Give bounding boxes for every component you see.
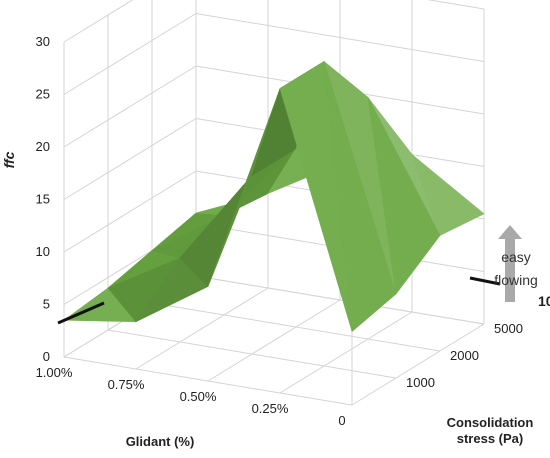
annotation-line2: flowing [494, 272, 538, 288]
glidant-tick-label: 0 [338, 413, 345, 428]
ffc-surface [63, 60, 485, 333]
glidant-tick-label: 0.25% [252, 401, 289, 416]
z-gridline-left [63, 118, 197, 200]
y-axis-title-line2: stress (Pa) [457, 431, 523, 446]
up-arrow-icon [498, 225, 522, 302]
stress-tick-label: 10,000 [538, 293, 550, 309]
reference-line-right [469, 276, 501, 286]
floor-gridline [135, 287, 269, 370]
glidant-tick-label: 0.75% [108, 377, 145, 392]
glidant-tick-labels: 0 0.25% 0.50% 0.75% 1.00% [36, 365, 346, 428]
stress-tick-label: 5000 [494, 321, 523, 336]
z-gridline-left [63, 0, 134, 43]
x-axis-title: Glidant (%) [126, 434, 195, 449]
z-gridline-left [63, 170, 197, 253]
reference-line [57, 276, 501, 325]
easy-flowing-annotation: easy flowing [494, 225, 538, 302]
z-gridline-right [426, 0, 485, 10]
z-axis-label: ffc [1, 151, 17, 168]
z-tick-label: 20 [36, 139, 50, 154]
stress-tick-label: 1000 [406, 375, 435, 390]
stress-tick-label: 2000 [450, 348, 479, 363]
z-gridline-left [63, 65, 197, 148]
back-walls-grid [63, 0, 485, 406]
stress-tick-labels: 1000 2000 5000 10,000 [406, 293, 550, 390]
annotation-line1: easy [501, 249, 531, 265]
glidant-tick-label: 1.00% [36, 365, 73, 380]
z-tick-labels: 0 5 10 15 20 25 30 [36, 34, 50, 364]
z-tick-label: 0 [43, 349, 50, 364]
surface-facet [323, 61, 397, 333]
floor-gridline [279, 311, 413, 394]
z-tick-label: 5 [43, 297, 50, 312]
surface-facet [367, 97, 441, 295]
glidant-tick-label: 0.50% [180, 389, 217, 404]
floor-gridline [351, 323, 485, 406]
surface-facet [411, 153, 485, 236]
reference-line-left [57, 301, 105, 325]
z-tick-label: 15 [36, 192, 50, 207]
y-axis-title-line1: Consolidation [447, 415, 534, 430]
floor-gridline [207, 299, 341, 382]
z-tick-label: 10 [36, 244, 50, 259]
z-gridline-left [63, 13, 197, 95]
z-tick-label: 25 [36, 87, 50, 102]
z-tick-label: 30 [36, 34, 50, 49]
